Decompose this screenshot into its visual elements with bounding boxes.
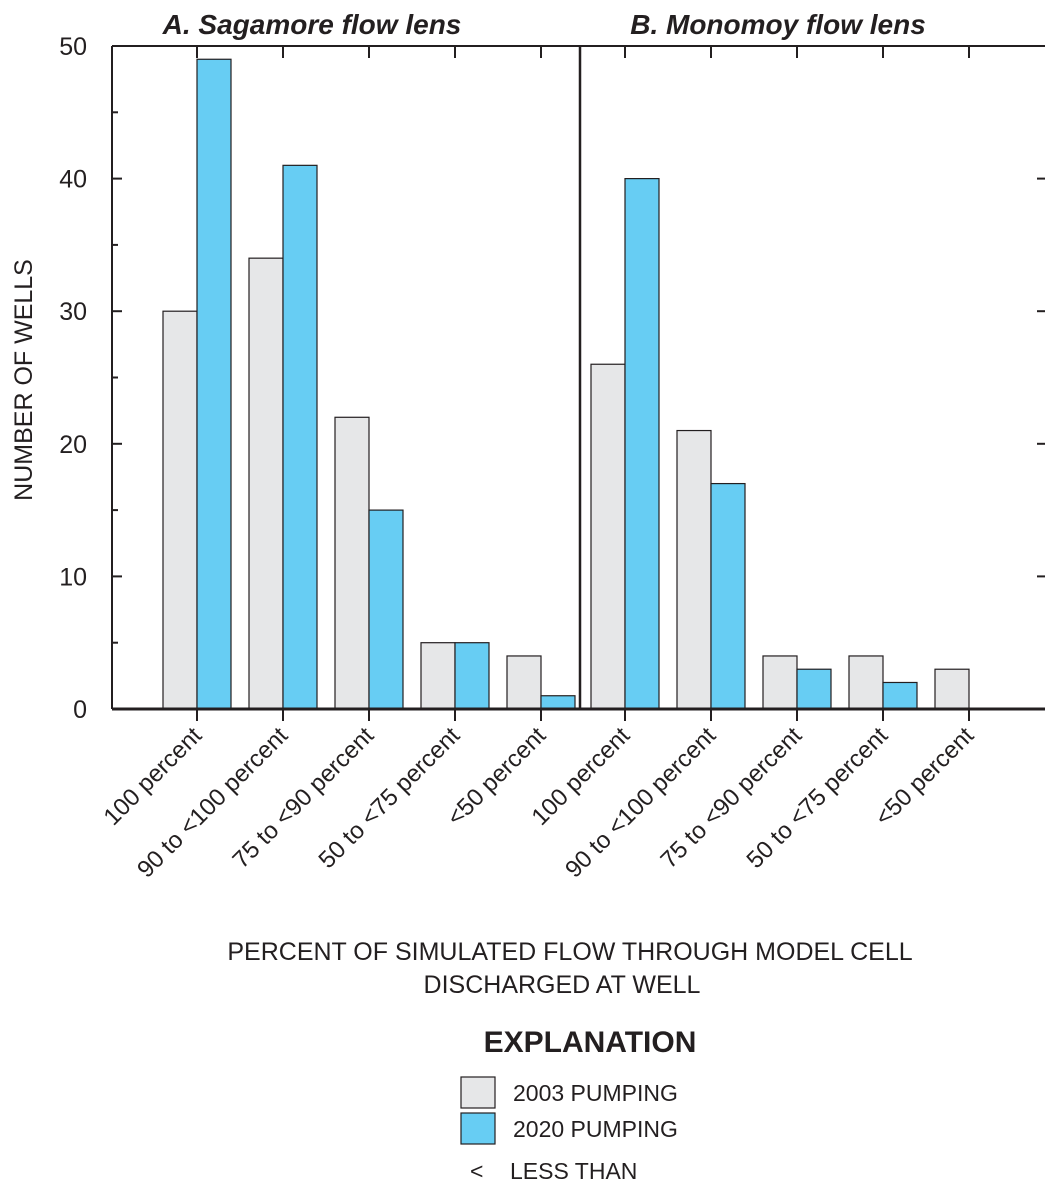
bar-monomoy-3-2003: [848, 655, 884, 710]
bar-monomoy-4-2003: [934, 668, 970, 710]
legend-label-2020: 2020 PUMPING: [513, 1116, 678, 1142]
bar-sagamore-3-2020: [454, 642, 490, 710]
bar-sagamore-4-2003: [506, 655, 542, 710]
y-tick-label: 30: [59, 298, 87, 326]
x-tick-label: 90 to <100 percent: [560, 722, 721, 883]
y-axis-title: NUMBER OF WELLS: [10, 259, 38, 501]
y-tick-labels: 0 10 20 30 40 50: [59, 33, 87, 724]
bar-monomoy-3-2020: [882, 681, 918, 710]
bar-monomoy-2-2003: [762, 655, 798, 710]
y-tick-label: 50: [59, 33, 87, 61]
legend-note-text: LESS THAN: [510, 1158, 637, 1184]
bar-monomoy-0-2003: [590, 363, 626, 710]
bar-sagamore-3-2003: [420, 642, 456, 710]
bar-sagamore-0-2020: [196, 58, 232, 710]
bar-monomoy-2-2020: [796, 668, 832, 710]
bar-monomoy-0-2020: [624, 178, 660, 710]
y-tick-label: 0: [73, 696, 87, 724]
bar-monomoy-1-2020: [710, 482, 746, 710]
bar-sagamore-4-2020: [540, 695, 576, 710]
y-tick-label: 40: [59, 166, 87, 194]
bar-monomoy-1-2003: [676, 429, 712, 710]
x-axis-title-line-1: PERCENT OF SIMULATED FLOW THROUGH MODEL …: [227, 938, 912, 966]
panel-a-title: A. Sagamore flow lens: [162, 9, 462, 40]
ticks-layer: [112, 45, 1045, 721]
legend-title: EXPLANATION: [484, 1026, 697, 1059]
legend-note-symbol: <: [470, 1158, 483, 1184]
bar-sagamore-2-2020: [368, 509, 404, 710]
x-tick-label: 90 to <100 percent: [132, 722, 293, 883]
y-tick-label: 10: [59, 563, 87, 591]
bar-sagamore-0-2003: [162, 310, 198, 710]
bar-sagamore-2-2003: [334, 416, 370, 710]
plot-frame: [111, 45, 1045, 711]
bar-sagamore-1-2020: [282, 164, 318, 710]
x-axis-title-line-2: DISCHARGED AT WELL: [424, 971, 701, 999]
legend-label-2003: 2003 PUMPING: [513, 1080, 678, 1106]
panel-b-title: B. Monomoy flow lens: [630, 9, 926, 40]
legend: EXPLANATION 2003 PUMPING 2020 PUMPING < …: [460, 1026, 697, 1184]
legend-swatch-2020: [460, 1112, 496, 1145]
y-tick-label: 20: [59, 431, 87, 459]
bars-layer: [162, 58, 970, 710]
bar-sagamore-1-2003: [248, 257, 284, 710]
legend-swatch-2003: [460, 1076, 496, 1109]
